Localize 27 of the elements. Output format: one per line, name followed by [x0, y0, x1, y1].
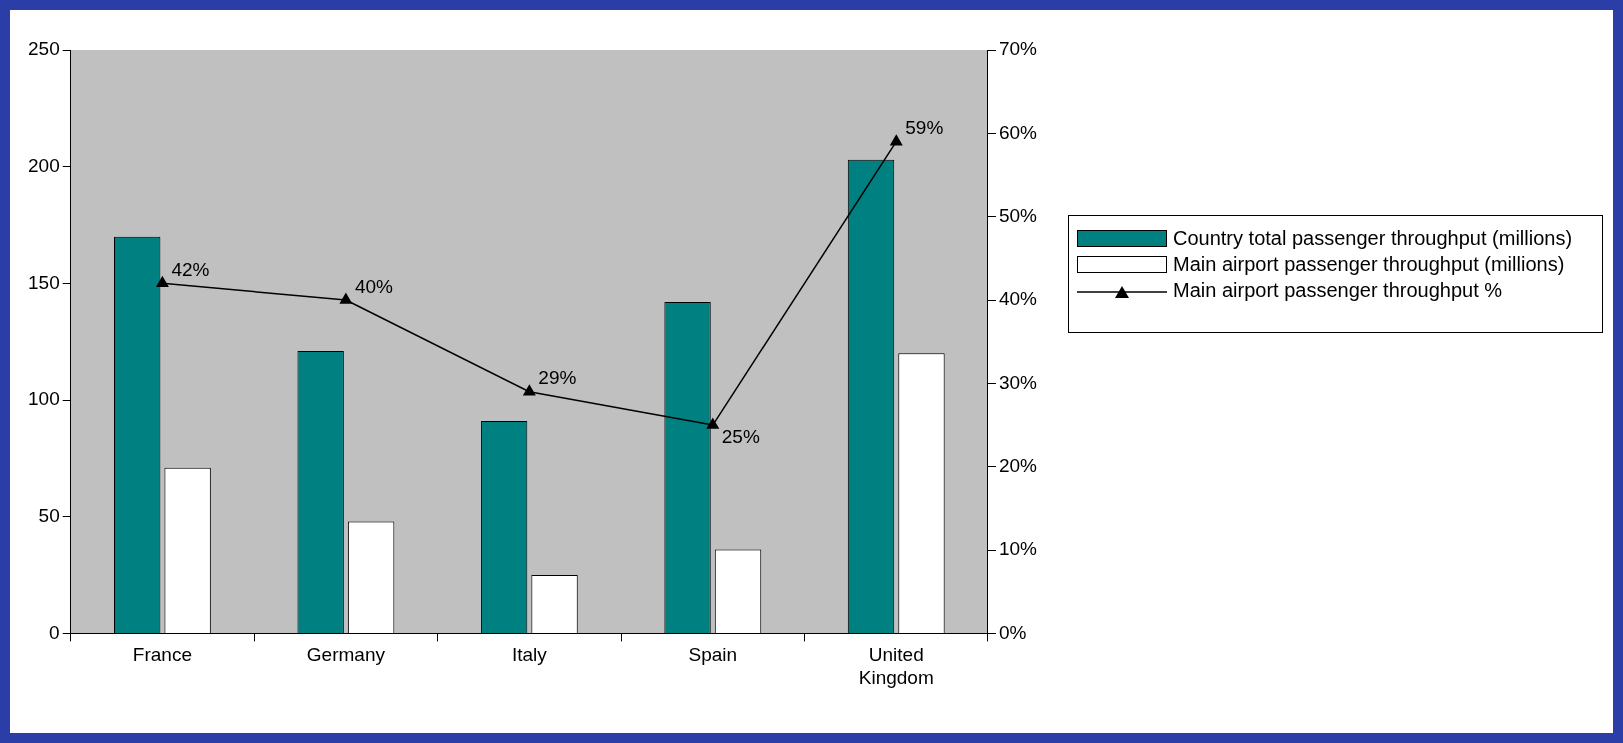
data-label: 25% [721, 425, 760, 447]
x-tick-label: Italy [511, 644, 548, 666]
y2-tick-label: 0% [998, 621, 1027, 643]
x-tick-label: Spain [688, 644, 738, 666]
legend-label: Country total passenger throughput (millions) [1173, 226, 1573, 250]
y2-tick-label: 30% [998, 371, 1038, 393]
legend-label: Main airport passenger throughput (millions) [1173, 252, 1565, 276]
legend-label: Main airport passenger throughput % [1173, 278, 1503, 302]
y-tick-label: 50 [38, 504, 60, 526]
x-tick-label: United Kingdom [858, 644, 934, 688]
y2-tick-label: 20% [998, 454, 1038, 476]
y2-tick-label: 10% [998, 538, 1038, 560]
x-tick-label: Germany [306, 644, 386, 666]
y2-tick-label: 40% [998, 288, 1038, 310]
data-label: 40% [354, 275, 394, 297]
y-tick-label: 250 [28, 38, 60, 60]
y-tick-label: 100 [28, 388, 60, 410]
y-tick-label: 0 [49, 621, 60, 643]
data-label: 42% [171, 259, 210, 281]
y-tick-label: 150 [28, 271, 60, 293]
y2-tick-label: 70% [998, 38, 1038, 60]
y-tick-label: 200 [28, 154, 60, 176]
x-tick-label: France [132, 644, 192, 666]
data-label: 29% [538, 367, 577, 389]
y2-tick-label: 60% [998, 121, 1038, 143]
y2-tick-label: 50% [998, 204, 1038, 226]
data-label: 59% [905, 117, 944, 139]
